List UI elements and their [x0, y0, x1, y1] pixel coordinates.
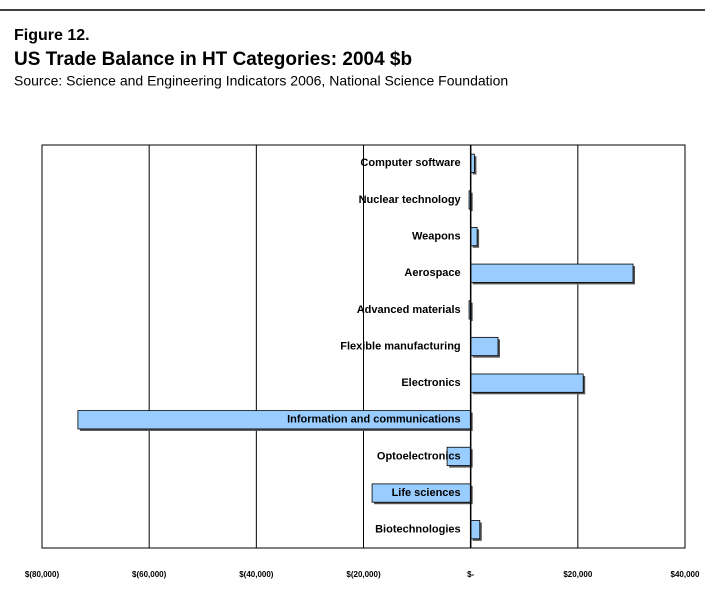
category-label: Aerospace: [404, 267, 460, 279]
bar: [470, 263, 634, 283]
category-label: Weapons: [412, 230, 461, 242]
x-tick-label: $40,000: [671, 570, 700, 579]
category-label: Optoelectronics: [377, 450, 461, 462]
category-label: Computer software: [360, 157, 460, 169]
figure-label: Figure 12.: [14, 27, 90, 44]
category-label: Advanced materials: [357, 304, 461, 316]
x-tick-label: $-: [467, 570, 474, 579]
chart-title: US Trade Balance in HT Categories: 2004 …: [14, 49, 412, 70]
bar: [470, 336, 499, 357]
category-label: Biotechnologies: [375, 524, 461, 536]
x-tick-label: $(20,000): [346, 570, 381, 579]
category-label: Information and communications: [287, 414, 461, 426]
chart-subtitle: Source: Science and Engineering Indicato…: [14, 73, 508, 89]
category-label: Life sciences: [392, 487, 461, 499]
x-tick-label: $20,000: [563, 570, 592, 579]
bar-shadow: [471, 192, 473, 212]
x-tick-label: $(80,000): [25, 570, 60, 579]
category-label: Nuclear technology: [359, 194, 462, 206]
bar-shadow: [471, 302, 473, 322]
category-label: Electronics: [401, 377, 460, 389]
x-tick-label: $(60,000): [132, 570, 167, 579]
category-label: Flexible manufacturing: [340, 340, 460, 352]
bar: [470, 227, 478, 247]
bar: [470, 520, 481, 540]
bar: [470, 373, 584, 393]
x-tick-label: $(40,000): [239, 570, 274, 579]
